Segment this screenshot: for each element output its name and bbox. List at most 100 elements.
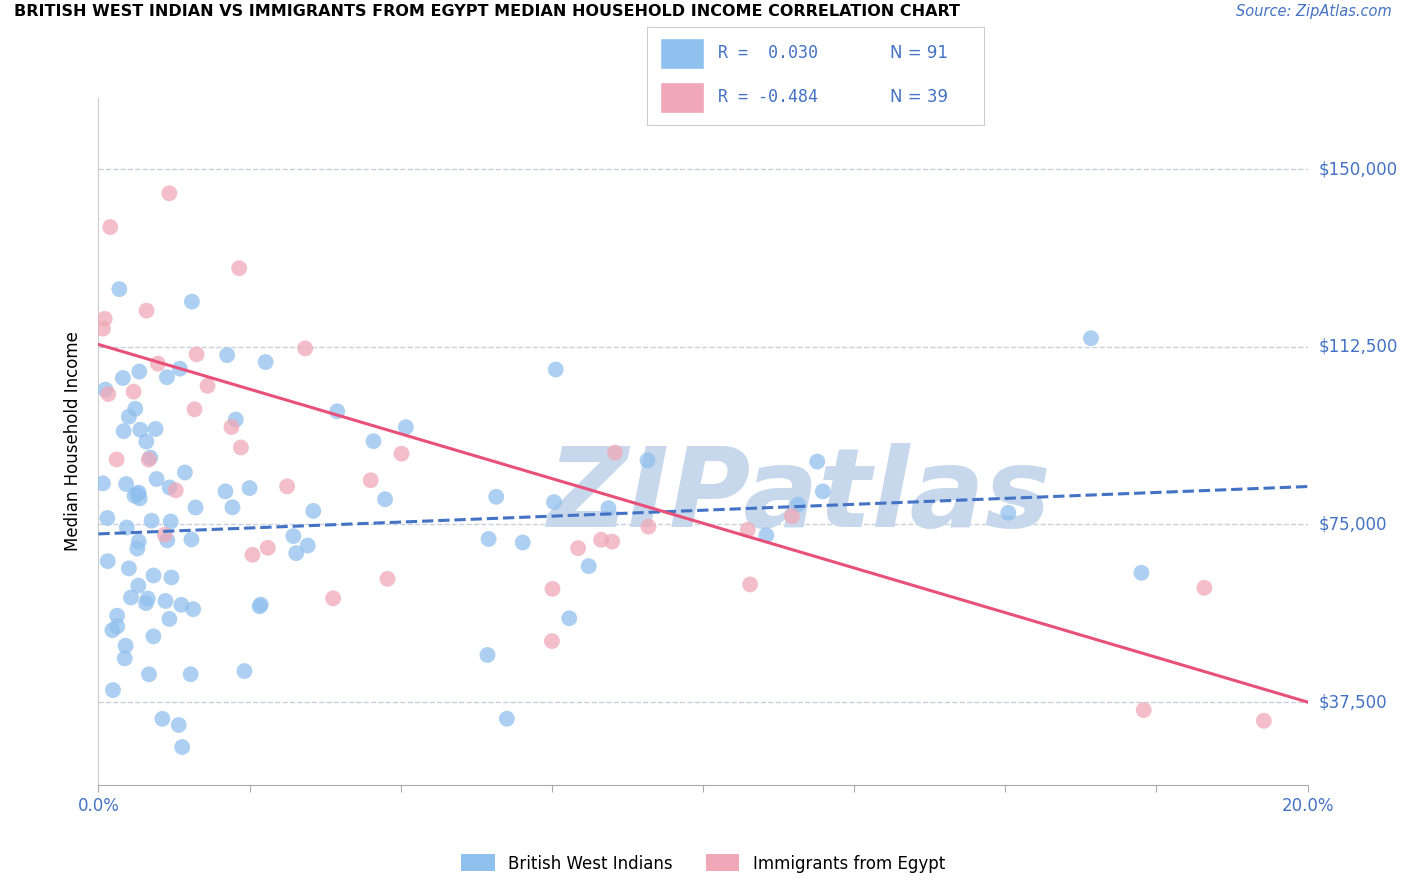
Point (156, 370, 179, 384)
Point (159, 515, 181, 529)
Legend: British West Indians, Immigrants from Egypt: British West Indians, Immigrants from Eg… (454, 847, 952, 880)
Point (150, 712, 173, 726)
Point (157, 612, 180, 626)
Point (249, 599, 271, 614)
Point (156, 533, 179, 548)
Point (598, 501, 620, 516)
Point (250, 598, 273, 612)
Point (181, 294, 204, 309)
Point (214, 484, 236, 499)
Point (225, 412, 247, 426)
Point (578, 559, 600, 574)
Text: N = 39: N = 39 (890, 88, 948, 106)
Point (146, 357, 169, 371)
Point (180, 533, 202, 547)
Point (391, 447, 413, 461)
Point (395, 420, 418, 434)
Text: BRITISH WEST INDIAN VS IMMIGRANTS FROM EGYPT MEDIAN HOUSEHOLD INCOME CORRELATION: BRITISH WEST INDIAN VS IMMIGRANTS FROM E… (14, 4, 960, 20)
Point (197, 379, 219, 393)
Point (603, 445, 626, 459)
Point (740, 577, 762, 591)
Text: ZIPatlas: ZIPatlas (548, 443, 1052, 550)
Text: $150,000: $150,000 (1319, 161, 1398, 178)
Text: N = 91: N = 91 (890, 45, 948, 62)
Y-axis label: Median Household Income: Median Household Income (65, 332, 83, 551)
Point (495, 712, 517, 726)
Point (238, 481, 260, 495)
Text: $112,500: $112,500 (1319, 338, 1398, 356)
Point (142, 629, 165, 643)
Point (96, 511, 118, 525)
Point (637, 519, 659, 533)
Point (256, 541, 278, 555)
Point (787, 498, 810, 512)
Point (159, 480, 181, 494)
Point (543, 495, 565, 509)
Point (157, 186, 180, 201)
Point (124, 401, 146, 416)
Point (558, 611, 581, 625)
Point (155, 594, 177, 608)
Point (811, 484, 834, 499)
Point (124, 489, 146, 503)
Point (101, 623, 124, 637)
Point (478, 532, 501, 546)
Point (276, 479, 298, 493)
Bar (661, 82, 704, 113)
Point (97, 387, 120, 401)
Point (360, 473, 382, 487)
Point (115, 477, 138, 491)
Point (780, 509, 803, 524)
Point (806, 454, 828, 468)
Point (755, 528, 778, 542)
Point (145, 422, 167, 436)
Point (114, 639, 136, 653)
Point (142, 568, 165, 582)
Point (128, 534, 150, 549)
Point (115, 520, 138, 534)
Point (128, 485, 150, 500)
Point (184, 500, 207, 515)
Point (544, 362, 567, 376)
Point (138, 667, 160, 681)
Text: $37,500: $37,500 (1319, 693, 1388, 711)
Point (229, 441, 252, 455)
Point (94, 383, 117, 397)
Point (1080, 331, 1102, 345)
Point (105, 608, 128, 623)
Point (172, 740, 194, 755)
Point (363, 434, 385, 449)
Point (233, 664, 256, 678)
Point (181, 602, 204, 616)
Point (186, 347, 208, 361)
Bar (661, 37, 704, 69)
Point (174, 466, 197, 480)
Point (228, 261, 250, 276)
Point (302, 504, 325, 518)
Point (135, 303, 157, 318)
Point (138, 452, 160, 467)
Point (120, 591, 142, 605)
Point (221, 500, 243, 515)
Point (1130, 566, 1153, 580)
Point (160, 570, 183, 584)
Point (217, 348, 239, 362)
Point (997, 506, 1019, 520)
Point (136, 591, 159, 606)
Point (165, 483, 187, 498)
Point (477, 648, 499, 662)
Point (591, 533, 613, 547)
Point (1132, 703, 1154, 717)
Point (180, 667, 202, 681)
Point (141, 514, 163, 528)
Point (512, 535, 534, 549)
Point (127, 487, 149, 501)
Point (93, 311, 115, 326)
Point (167, 718, 190, 732)
Text: $75,000: $75,000 (1319, 516, 1388, 533)
Point (541, 582, 564, 596)
Point (139, 450, 162, 465)
Point (183, 402, 205, 417)
Point (567, 541, 589, 555)
Point (135, 434, 157, 449)
